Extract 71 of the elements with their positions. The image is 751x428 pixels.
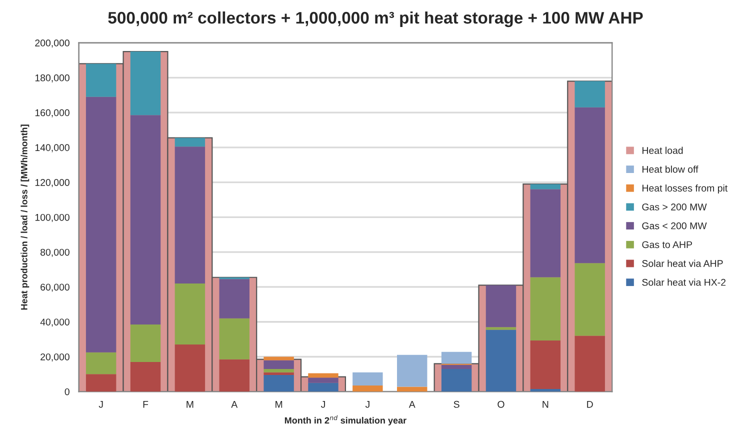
- bar: [308, 378, 338, 383]
- y-tick-label: 100,000: [35, 214, 70, 222]
- bar: [530, 277, 561, 341]
- bar: [174, 344, 206, 392]
- legend-label: Gas < 200 MW: [642, 222, 707, 230]
- legend-label: Heat load: [642, 146, 683, 154]
- bar: [574, 336, 605, 392]
- bar: [264, 375, 294, 392]
- bar: [574, 81, 605, 108]
- x-tick-label: J: [365, 401, 370, 408]
- chart-title: 500,000 m² collectors + 1,000,000 m³ pit heat storage + 100 MW AHP: [108, 11, 643, 28]
- bar: [397, 386, 428, 392]
- y-tick-label: 140,000: [35, 144, 70, 152]
- x-tick-label: S: [454, 400, 460, 408]
- bar: [86, 352, 116, 374]
- bar: [441, 364, 472, 369]
- bar: [219, 279, 250, 318]
- legend-label: Solar heat via HX-2: [642, 278, 726, 286]
- y-axis-title: Heat production / load / loss / [MWh/month]: [20, 124, 30, 310]
- bar: [486, 285, 516, 328]
- bar: [530, 340, 561, 390]
- y-tick-label: 200,000: [35, 40, 70, 48]
- x-tick-label: N: [542, 401, 548, 408]
- bar: [352, 372, 383, 386]
- y-tick-label: 0: [64, 388, 70, 396]
- bar: [219, 359, 250, 392]
- x-tick-label: M: [186, 401, 194, 408]
- bar: [486, 327, 516, 330]
- bar: [352, 386, 383, 392]
- bar: [174, 146, 206, 284]
- bar: [130, 115, 161, 324]
- bar: [264, 372, 294, 376]
- y-tick-label: 120,000: [35, 179, 70, 188]
- bar: [530, 189, 561, 278]
- y-tick-label: 80,000: [40, 248, 70, 257]
- bar: [219, 318, 250, 360]
- x-tick-label: A: [231, 401, 238, 408]
- bar: [130, 362, 161, 392]
- x-tick-label: J: [98, 401, 103, 408]
- legend-label: Heat blow off: [642, 166, 698, 173]
- legend-label: Gas to AHP: [642, 241, 692, 248]
- x-tick-label: D: [587, 401, 593, 408]
- x-tick-label: A: [408, 401, 416, 408]
- bar: [530, 184, 561, 190]
- legend-label: Solar heat via AHP: [642, 260, 723, 267]
- y-tick-label: 180,000: [35, 74, 70, 82]
- x-tick-label: M: [276, 401, 282, 408]
- bar: [174, 138, 206, 147]
- bar: [574, 107, 605, 264]
- y-tick-label: 60,000: [40, 284, 70, 292]
- bar: [264, 360, 294, 369]
- bar: [264, 368, 294, 372]
- bar: [130, 52, 161, 116]
- bar: [174, 283, 206, 345]
- bar: [574, 263, 605, 336]
- x-tick-label: F: [143, 401, 148, 408]
- y-tick-label: 160,000: [35, 109, 70, 118]
- bar: [264, 356, 294, 360]
- bar: [130, 324, 161, 362]
- bar: [486, 330, 516, 392]
- bar: [86, 64, 116, 97]
- bar: [397, 354, 428, 387]
- legend-label: Heat losses from pit: [642, 184, 728, 194]
- x-axis-title: Month in 2$^{nd}$ simulation year: [284, 415, 406, 426]
- bar: [86, 374, 116, 392]
- y-tick-label: 40,000: [40, 318, 70, 327]
- x-tick-label: O: [498, 400, 504, 408]
- y-tick-label: 20,000: [40, 353, 70, 362]
- bar: [530, 389, 561, 392]
- legend-label: Gas > 200 MW: [642, 204, 707, 210]
- x-tick-label: J: [320, 401, 325, 408]
